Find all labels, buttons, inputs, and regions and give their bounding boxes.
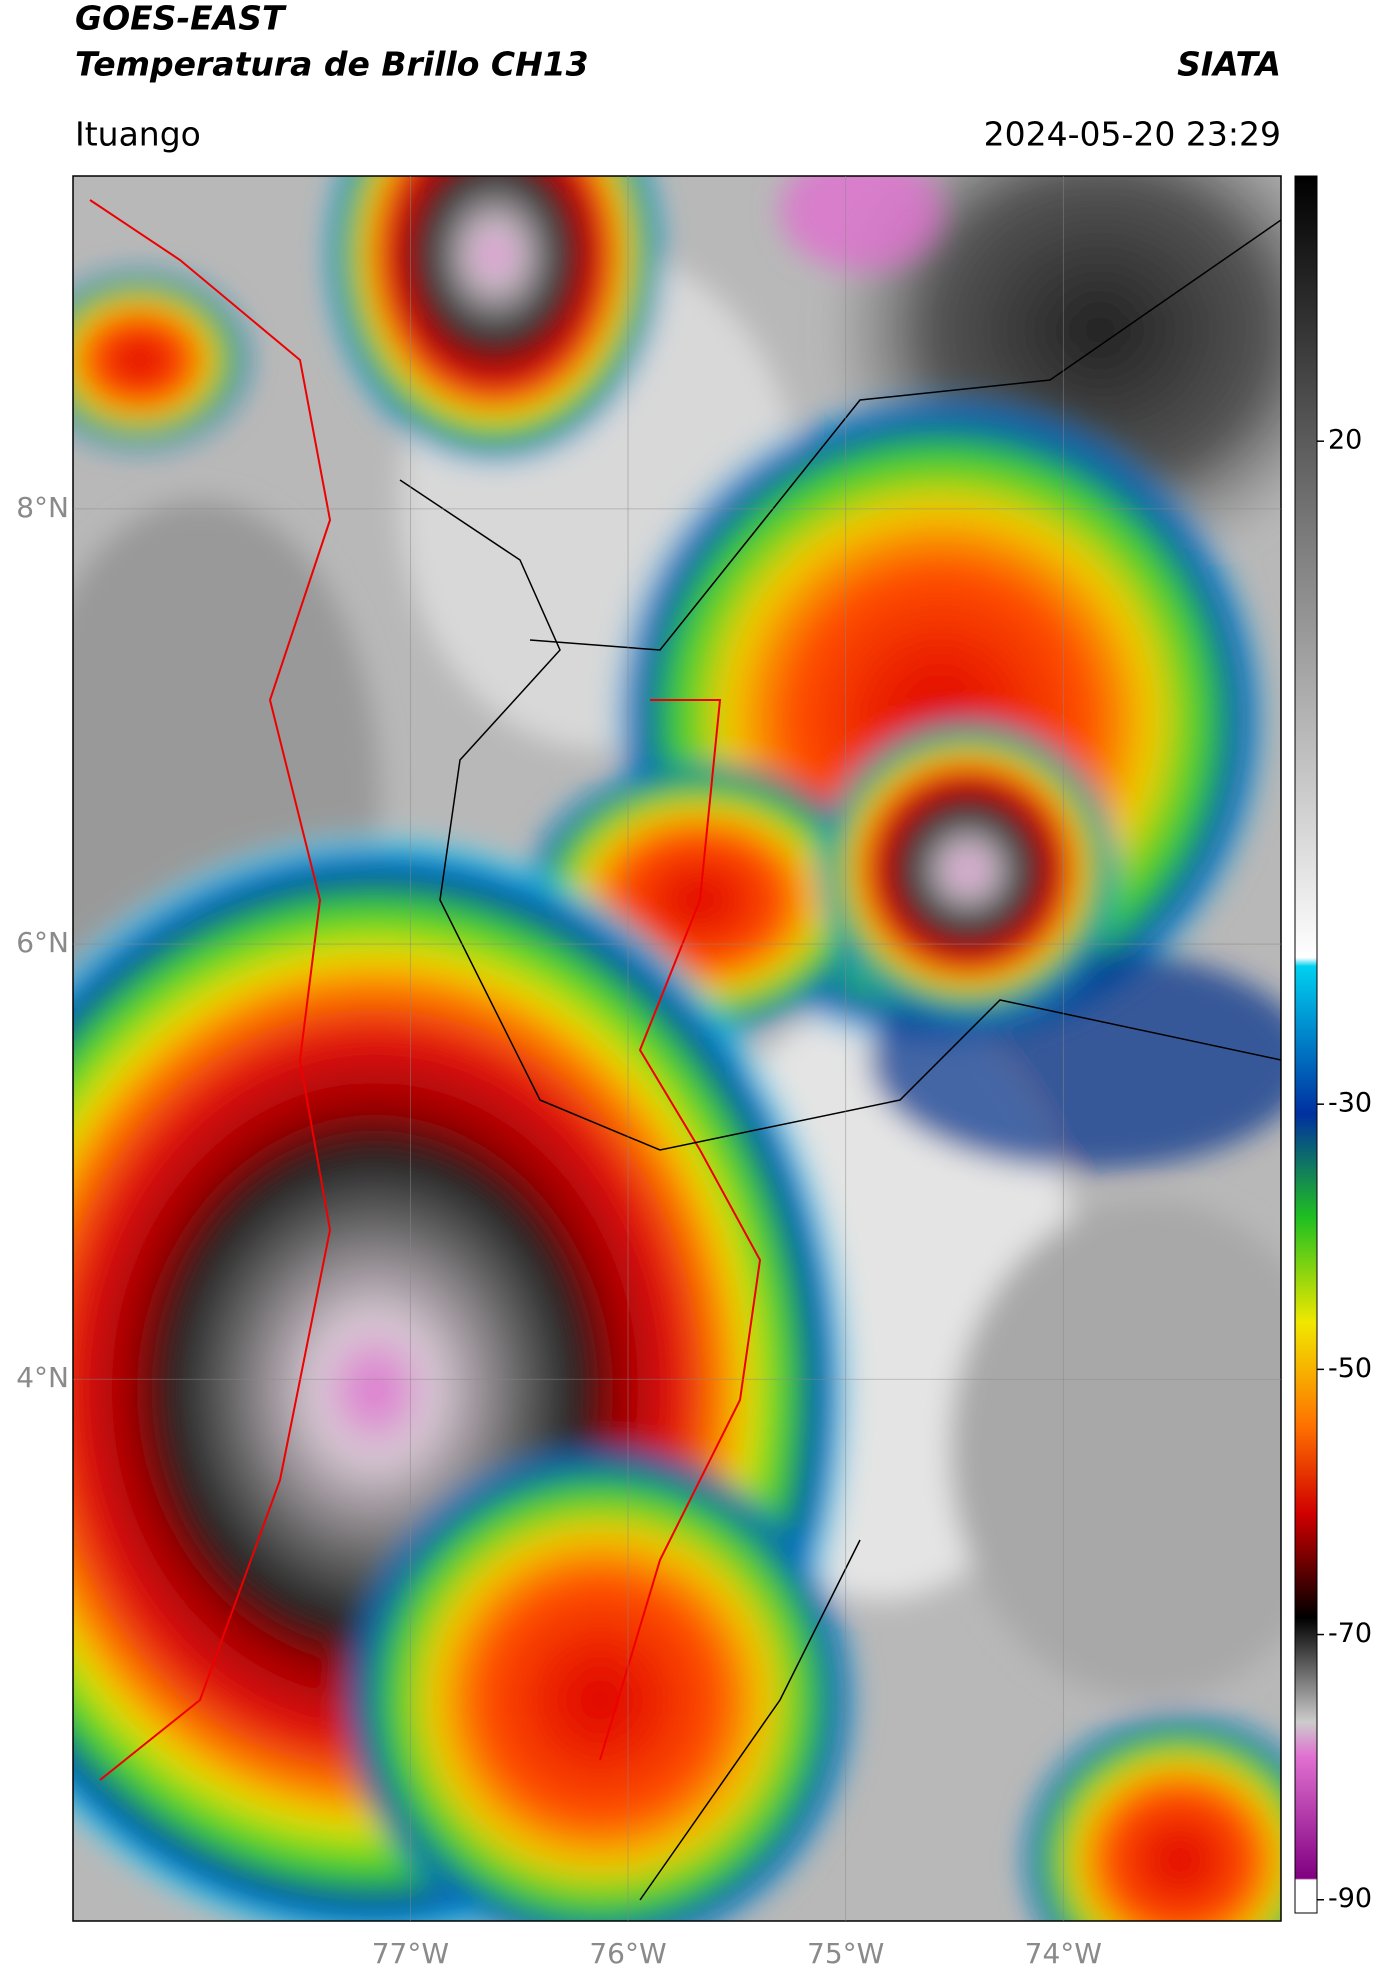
x-tick-label: 74°W bbox=[1025, 1937, 1102, 1970]
y-tick-label: 6°N bbox=[16, 926, 69, 959]
brand: SIATA bbox=[1177, 45, 1281, 84]
colorbar bbox=[1294, 175, 1318, 1914]
timestamp: 2024-05-20 23:29 bbox=[984, 115, 1281, 154]
colorbar-tick-label: -70 bbox=[1328, 1618, 1372, 1649]
x-tick-label: 77°W bbox=[372, 1937, 449, 1970]
map-frame bbox=[72, 175, 1282, 1922]
satellite-image bbox=[73, 176, 1281, 1921]
x-tick-label: 76°W bbox=[589, 1937, 666, 1970]
colorbar-tick-label: -50 bbox=[1328, 1353, 1372, 1384]
x-tick-label: 75°W bbox=[807, 1937, 884, 1970]
colorbar-tick-label: 20 bbox=[1328, 425, 1362, 456]
location: Ituango bbox=[75, 115, 201, 154]
title: GOES-EAST bbox=[75, 0, 287, 38]
colorbar-tick-label: -30 bbox=[1328, 1088, 1372, 1119]
y-tick-label: 8°N bbox=[16, 491, 69, 524]
colorbar-tick-label: -90 bbox=[1328, 1883, 1372, 1914]
y-tick-label: 4°N bbox=[16, 1361, 69, 1394]
subtitle: Temperatura de Brillo CH13 bbox=[75, 45, 589, 84]
